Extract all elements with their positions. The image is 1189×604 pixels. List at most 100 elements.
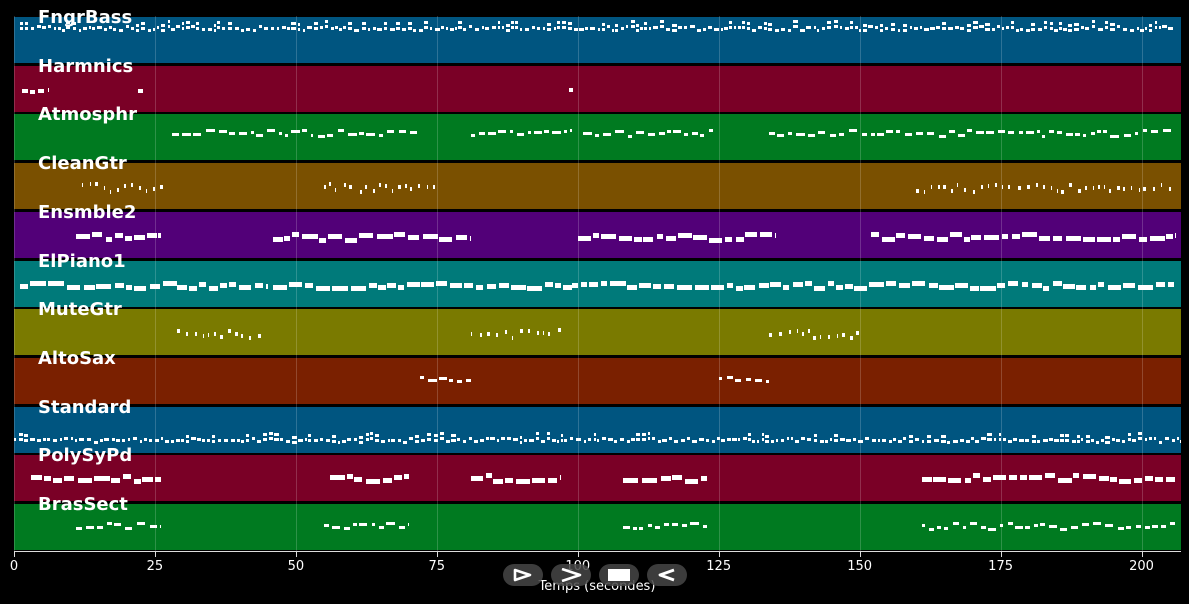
note — [194, 332, 198, 337]
axis-tick — [14, 552, 15, 557]
note — [1042, 185, 1045, 190]
note — [421, 281, 435, 287]
note — [1020, 474, 1027, 480]
note — [273, 237, 283, 243]
note — [696, 29, 702, 33]
note — [666, 235, 676, 241]
note — [770, 439, 774, 443]
track-name-altosax: AltoSax — [38, 347, 116, 369]
note — [653, 284, 661, 290]
note — [796, 328, 799, 333]
note — [48, 25, 51, 29]
note — [1008, 184, 1011, 189]
note — [660, 20, 665, 24]
note — [1138, 437, 1143, 441]
note — [560, 438, 563, 442]
note — [789, 329, 792, 334]
note — [64, 475, 75, 481]
note — [786, 436, 790, 440]
note — [1081, 26, 1084, 30]
note — [377, 27, 382, 31]
forward-button[interactable] — [551, 564, 591, 586]
note — [593, 232, 600, 238]
note — [588, 437, 592, 441]
note — [1089, 285, 1097, 291]
note — [440, 25, 444, 29]
note — [470, 134, 475, 138]
note — [185, 25, 190, 29]
note — [1008, 280, 1019, 286]
note — [1167, 26, 1173, 30]
note — [1109, 477, 1118, 482]
note — [496, 332, 498, 337]
note — [211, 434, 216, 438]
note — [897, 28, 901, 32]
note — [941, 434, 946, 438]
note — [76, 527, 83, 531]
note — [1097, 184, 1101, 189]
note — [1052, 281, 1062, 287]
note — [246, 27, 250, 31]
note — [307, 438, 311, 442]
rewind-button[interactable] — [647, 564, 687, 586]
note — [413, 28, 417, 32]
note — [234, 27, 239, 31]
note — [246, 434, 250, 438]
note — [428, 378, 437, 382]
note — [511, 20, 514, 24]
note — [118, 28, 124, 32]
note — [19, 22, 24, 26]
stop-button[interactable] — [599, 564, 639, 586]
note — [214, 23, 217, 27]
grid-line — [718, 16, 720, 553]
note — [1176, 436, 1180, 440]
note — [82, 26, 87, 30]
note — [560, 433, 563, 437]
note — [844, 27, 849, 31]
note — [177, 329, 180, 334]
note — [476, 284, 484, 290]
note — [515, 26, 518, 30]
note — [1138, 187, 1140, 192]
note — [981, 436, 986, 440]
note — [536, 26, 541, 30]
note — [552, 130, 562, 134]
note — [419, 375, 424, 379]
note — [955, 26, 959, 30]
note — [171, 28, 176, 32]
note — [852, 437, 857, 441]
note — [38, 88, 44, 93]
note — [705, 439, 710, 443]
note — [980, 285, 997, 291]
note — [819, 334, 821, 339]
note — [167, 25, 171, 29]
note — [487, 131, 496, 135]
note — [70, 436, 74, 440]
note — [196, 26, 200, 30]
note — [246, 439, 250, 443]
note — [1097, 28, 1103, 32]
note — [630, 438, 636, 442]
note — [876, 133, 885, 137]
note — [966, 28, 971, 32]
note — [800, 29, 806, 33]
note — [996, 25, 1000, 29]
grid-line — [859, 16, 861, 553]
note — [517, 133, 524, 137]
note — [1122, 234, 1136, 240]
note — [1043, 26, 1048, 29]
note — [639, 527, 644, 531]
note — [474, 28, 480, 32]
note — [1003, 437, 1006, 441]
note — [456, 380, 462, 384]
note — [161, 23, 166, 27]
note — [691, 131, 698, 135]
axis-tick — [295, 552, 297, 557]
note — [378, 133, 384, 137]
play-button[interactable] — [503, 564, 543, 586]
note — [921, 476, 932, 482]
note — [457, 20, 462, 24]
note — [937, 525, 942, 529]
note — [975, 131, 985, 135]
note — [735, 236, 744, 242]
